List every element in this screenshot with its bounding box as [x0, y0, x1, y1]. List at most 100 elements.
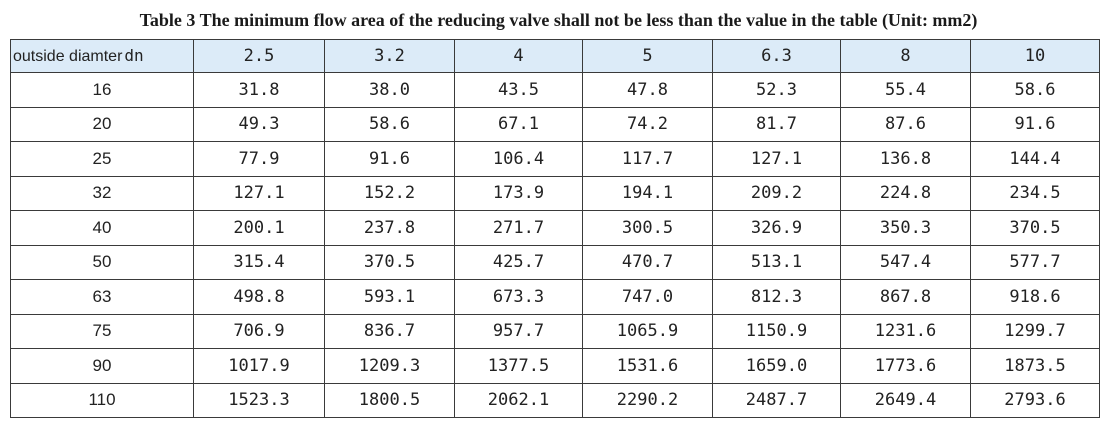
- table-cell: 1659.0: [712, 348, 841, 384]
- table-cell: 67.1: [454, 106, 583, 142]
- table-row: 50 315.4 370.5 425.7 470.7 513.1 547.4 577.7: [10, 244, 1100, 280]
- table-body: 16 31.8 38.0 43.5 47.8 52.3 55.4 58.6 20 49.3 58.6…: [10, 72, 1100, 418]
- table-cell: 194.1: [582, 175, 713, 211]
- column-header: 10: [970, 39, 1100, 73]
- row-header-dn: 32: [10, 175, 194, 211]
- table-cell: 1800.5: [324, 382, 455, 418]
- table-cell: 593.1: [324, 279, 455, 315]
- table-cell: 87.6: [840, 106, 971, 142]
- table-cell: 1773.6: [840, 348, 971, 384]
- table-cell: 1065.9: [582, 313, 713, 349]
- table-cell: 237.8: [324, 210, 455, 246]
- column-header-outside-diameter: outside diamter dn: [10, 39, 194, 73]
- row-header-dn: 110: [10, 382, 194, 418]
- table-row: 16 31.8 38.0 43.5 47.8 52.3 55.4 58.6: [10, 72, 1100, 108]
- table-row: 63 498.8 593.1 673.3 747.0 812.3 867.8 918.6: [10, 279, 1100, 315]
- row-header-dn: 63: [10, 279, 194, 315]
- table-cell: 1017.9: [193, 348, 325, 384]
- table-cell: 209.2: [712, 175, 841, 211]
- table-cell: 513.1: [712, 244, 841, 280]
- table-cell: 38.0: [324, 72, 455, 108]
- table-row: 40 200.1 237.8 271.7 300.5 326.9 350.3 370.5: [10, 210, 1100, 246]
- table-cell: 47.8: [582, 72, 713, 108]
- table-cell: 812.3: [712, 279, 841, 315]
- table-cell: 117.7: [582, 141, 713, 177]
- row-header-dn: 90: [10, 348, 194, 384]
- table-cell: 271.7: [454, 210, 583, 246]
- table-cell: 144.4: [970, 141, 1100, 177]
- table-cell: 52.3: [712, 72, 841, 108]
- table-cell: 1299.7: [970, 313, 1100, 349]
- table-cell: 300.5: [582, 210, 713, 246]
- dn-unit-label: dn: [124, 46, 144, 65]
- column-header: 6.3: [712, 39, 841, 73]
- table-row: 32 127.1 152.2 173.9 194.1 209.2 224.8 234.5: [10, 175, 1100, 211]
- table-row: 75 706.9 836.7 957.7 1065.9 1150.9 1231.6 1299.…: [10, 313, 1100, 349]
- header-row: outside diamter dn 2.5 3.2 4 5 6.3 8 10: [10, 39, 1100, 73]
- table-cell: 747.0: [582, 279, 713, 315]
- table-cell: 2649.4: [840, 382, 971, 418]
- table-cell: 836.7: [324, 313, 455, 349]
- table-cell: 1873.5: [970, 348, 1100, 384]
- table-cell: 234.5: [970, 175, 1100, 211]
- table-cell: 31.8: [193, 72, 325, 108]
- table-cell: 224.8: [840, 175, 971, 211]
- table-cell: 91.6: [324, 141, 455, 177]
- outside-diameter-label: outside diamter: [13, 48, 123, 65]
- column-header: 5: [582, 39, 713, 73]
- table-cell: 91.6: [970, 106, 1100, 142]
- table-cell: 370.5: [970, 210, 1100, 246]
- table-cell: 1531.6: [582, 348, 713, 384]
- row-header-dn: 20: [10, 106, 194, 142]
- table-cell: 55.4: [840, 72, 971, 108]
- table-cell: 547.4: [840, 244, 971, 280]
- table-cell: 127.1: [193, 175, 325, 211]
- table-cell: 1209.3: [324, 348, 455, 384]
- table-cell: 58.6: [970, 72, 1100, 108]
- table-cell: 200.1: [193, 210, 325, 246]
- table-cell: 867.8: [840, 279, 971, 315]
- table-cell: 2290.2: [582, 382, 713, 418]
- table-cell: 350.3: [840, 210, 971, 246]
- table-cell: 1523.3: [193, 382, 325, 418]
- table-cell: 498.8: [193, 279, 325, 315]
- table-cell: 326.9: [712, 210, 841, 246]
- table-row: 25 77.9 91.6 106.4 117.7 127.1 136.8 144.4: [10, 141, 1100, 177]
- table-cell: 706.9: [193, 313, 325, 349]
- table-cell: 81.7: [712, 106, 841, 142]
- table-cell: 58.6: [324, 106, 455, 142]
- table-cell: 577.7: [970, 244, 1100, 280]
- table-cell: 918.6: [970, 279, 1100, 315]
- table-cell: 957.7: [454, 313, 583, 349]
- row-header-dn: 50: [10, 244, 194, 280]
- table-cell: 1231.6: [840, 313, 971, 349]
- table-row: 110 1523.3 1800.5 2062.1 2290.2 2487.7 2649.4 2…: [10, 382, 1100, 418]
- table-cell: 136.8: [840, 141, 971, 177]
- column-header: 4: [454, 39, 583, 73]
- table-cell: 77.9: [193, 141, 325, 177]
- table-cell: 2487.7: [712, 382, 841, 418]
- column-header: 8: [840, 39, 971, 73]
- row-header-dn: 75: [10, 313, 194, 349]
- table-cell: 470.7: [582, 244, 713, 280]
- table-cell: 673.3: [454, 279, 583, 315]
- table-cell: 49.3: [193, 106, 325, 142]
- column-header: 2.5: [193, 39, 325, 73]
- table-cell: 315.4: [193, 244, 325, 280]
- table-cell: 2062.1: [454, 382, 583, 418]
- row-header-dn: 25: [10, 141, 194, 177]
- table-title: Table 3 The minimum flow area of the red…: [139, 10, 978, 30]
- row-header-dn: 16: [10, 72, 194, 108]
- column-header: 3.2: [324, 39, 455, 73]
- table-cell: 173.9: [454, 175, 583, 211]
- table-row: 90 1017.9 1209.3 1377.5 1531.6 1659.0 1773.6 18…: [10, 348, 1100, 384]
- table-cell: 43.5: [454, 72, 583, 108]
- table-cell: 127.1: [712, 141, 841, 177]
- table-cell: 106.4: [454, 141, 583, 177]
- flow-area-table: outside diamter dn 2.5 3.2 4 5 6.3 8 10 1…: [10, 39, 1100, 418]
- table-cell: 1150.9: [712, 313, 841, 349]
- table-cell: 425.7: [454, 244, 583, 280]
- row-header-dn: 40: [10, 210, 194, 246]
- table-cell: 1377.5: [454, 348, 583, 384]
- table-row: 20 49.3 58.6 67.1 74.2 81.7 87.6 91.6: [10, 106, 1100, 142]
